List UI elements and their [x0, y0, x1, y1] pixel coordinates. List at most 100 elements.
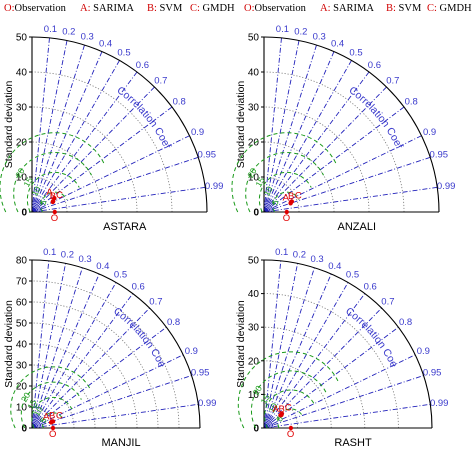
legend: O:Observation A: SARIMA B: SVM C: GMDH O…	[0, 0, 474, 18]
point-o	[50, 425, 56, 431]
legend-item-gmdh: C: GMDH	[190, 3, 235, 14]
correlation-tick-label: 0.4	[331, 38, 344, 49]
correlation-line	[31, 106, 173, 213]
correlation-tick-label: 0.7	[386, 76, 399, 87]
correlation-tick-label: 0.1	[44, 24, 57, 35]
std-arc	[263, 106, 370, 213]
rmsd-label: 15	[21, 175, 35, 188]
legend-item-sarima: A: SARIMA	[320, 3, 374, 14]
correlation-tick-label: 0.9	[185, 346, 198, 357]
correlation-tick-label: 0.7	[381, 297, 394, 308]
point-label: O	[51, 213, 58, 224]
panel-title: MANJIL	[101, 437, 140, 449]
origin-arc	[263, 205, 271, 213]
correlation-tick-label: 0.4	[328, 261, 341, 272]
correlation-line	[263, 403, 431, 429]
legend-key: C:	[190, 3, 200, 14]
rmsd-arc	[10, 366, 92, 429]
legend-label: SARIMA	[93, 3, 134, 14]
point-c	[289, 199, 295, 204]
y-tick-label: 10	[16, 403, 28, 414]
legend-item-observation: O:Observation	[4, 3, 66, 14]
rmsd-arc	[245, 152, 324, 213]
rmsd-label: 15	[253, 175, 267, 188]
correlation-line	[31, 326, 167, 429]
rmsd-arc	[258, 171, 312, 213]
correlation-line	[31, 307, 150, 429]
y-tick-label: 40	[16, 68, 28, 79]
rmsd-arc	[251, 370, 327, 429]
correlation-tick-label: 0.9	[417, 346, 430, 357]
y-axis-label: Standard deviation	[235, 81, 247, 169]
correlation-tick-label: 0.3	[313, 31, 326, 42]
point-label: O	[287, 429, 294, 440]
std-arc	[31, 322, 138, 429]
y-tick-label: 20	[248, 138, 260, 149]
panel-title: ANZALI	[337, 221, 376, 233]
correlation-tick-label: 0.1	[43, 247, 56, 258]
rmsd-label: 20	[19, 390, 33, 403]
y-tick-label: 0	[21, 208, 27, 219]
point-label: A	[283, 192, 290, 203]
correlation-tick-label: 0.6	[136, 60, 149, 71]
correlation-line	[31, 293, 134, 429]
legend-item-svm: B: SVM	[386, 3, 421, 14]
rmsd-label: 5	[38, 416, 49, 425]
correlation-line	[263, 375, 424, 429]
rmsd-label: 20	[13, 166, 27, 179]
y-axis-label: Standard deviation	[3, 81, 15, 169]
correlation-tick-label: 0.99	[205, 181, 224, 192]
y-tick-label: 30	[16, 103, 28, 114]
legend-label: SVM	[159, 3, 183, 14]
point-c	[50, 419, 56, 424]
correlation-tick-label: 0.95	[430, 150, 449, 161]
correlation-line	[31, 263, 67, 429]
correlation-tick-label: 0.8	[405, 97, 418, 108]
legend-key: B:	[386, 3, 396, 14]
panel-title: RASHT	[334, 437, 372, 449]
point-label: C	[285, 403, 292, 414]
std-arc	[263, 71, 405, 213]
correlation-tick-label: 0.99	[437, 181, 456, 192]
correlation-tick-label: 0.3	[81, 31, 94, 42]
point-o	[284, 209, 289, 215]
correlation-line	[263, 44, 317, 213]
correlation-line	[31, 37, 50, 213]
correlation-tick-label: 0.2	[294, 27, 307, 38]
correlation-line	[31, 135, 190, 213]
rmsd-arc	[31, 396, 73, 429]
rmsd-arc	[13, 152, 92, 213]
origin-arc	[263, 208, 268, 213]
point-c	[279, 411, 285, 416]
point-label: C	[295, 190, 302, 201]
correlation-tick-label: 0.3	[78, 254, 91, 265]
legend-label: Observation	[254, 3, 306, 14]
correlation-line	[263, 354, 416, 429]
correlation-line	[31, 44, 85, 213]
correlation-line	[31, 60, 120, 213]
y-tick-label: 30	[248, 103, 260, 114]
y-tick-label: 40	[16, 340, 28, 351]
correlation-tick-label: 0.2	[293, 250, 306, 261]
rmsd-arc	[277, 408, 304, 429]
rmsd-arc	[41, 412, 63, 429]
correlation-tick-label: 0.9	[191, 127, 204, 138]
correlation-tick-label: 0.7	[154, 76, 167, 87]
rmsd-label: 5	[274, 414, 285, 423]
correlation-line	[263, 260, 282, 429]
origin-arc	[31, 424, 36, 429]
legend-label: GMDH	[202, 3, 235, 14]
rmsd-label: 20	[245, 166, 259, 179]
point-o	[288, 425, 294, 431]
correlation-line	[263, 273, 332, 429]
correlation-tick-label: 0.5	[117, 48, 130, 59]
y-tick-label: 20	[16, 382, 28, 393]
legend-key: A:	[320, 3, 331, 14]
y-tick-label: 30	[16, 361, 28, 372]
origin-arc	[31, 418, 42, 429]
correlation-line	[263, 60, 352, 213]
correlation-tick-label: 0.1	[275, 247, 288, 258]
correlation-line	[31, 354, 184, 429]
origin-arc	[31, 421, 39, 429]
